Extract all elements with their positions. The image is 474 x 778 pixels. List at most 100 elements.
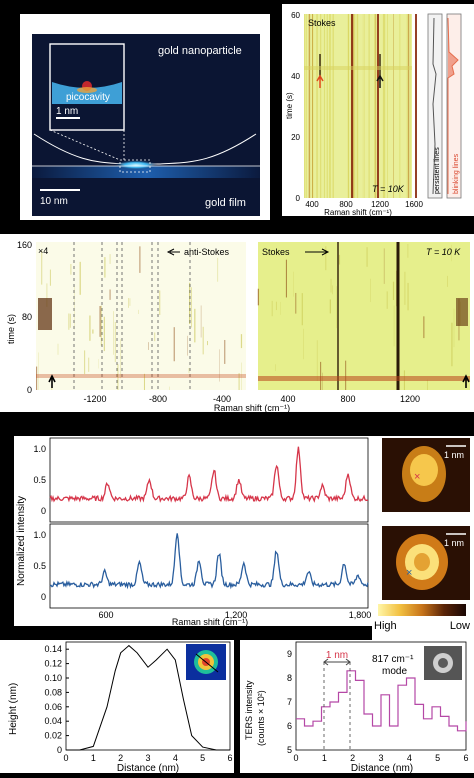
spectrum-blue-line [49, 533, 369, 590]
wide-xtick-r1: 800 [340, 394, 355, 404]
height-ytick: 0 [57, 745, 62, 755]
ters-mode-label-1: 817 cm⁻¹ [372, 654, 414, 665]
ters-mode-label-2: mode [382, 666, 407, 677]
top-ytick-2: 40 [291, 72, 300, 81]
ters-distance-label: 1 nm [326, 650, 348, 661]
wide-heatmap-svg: time (s) 0 80 160 -1200 -800 -400 400 80… [6, 240, 470, 413]
top-heatmap-svg: time (s) 0 20 40 60 400 800 1200 1600 Ra… [285, 11, 462, 217]
ters-ytick: 8 [287, 673, 292, 683]
top-xtick-3: 1600 [405, 200, 423, 209]
colorbar-low: Low [449, 620, 470, 632]
ters-xlabel: Distance (nm) [351, 763, 413, 773]
spec-ytick-bot-2: 1.0 [33, 530, 46, 540]
map-top-marker: × [414, 471, 420, 483]
wide-xtick-r2: 1200 [400, 394, 420, 404]
height-xtick: 0 [63, 753, 68, 763]
spectra-ylabel: Normalized intensity [16, 496, 27, 586]
hotspot [114, 160, 158, 170]
schematic-svg: gold nanoparticle picocavity 1 nm 10 nm … [32, 34, 260, 216]
spec-ytick-top-2: 1.0 [33, 444, 46, 454]
ters-ytick: 5 [287, 745, 292, 755]
wide-ylabel: time (s) [6, 314, 16, 344]
height-ytick: 0.10 [44, 673, 62, 683]
ters-xtick: 0 [293, 753, 298, 763]
ters-line [296, 670, 467, 732]
top-xlabel: Raman shift (cm⁻¹) [324, 208, 392, 216]
height-xlabel: Distance (nm) [117, 763, 179, 773]
ters-xtick: 1 [322, 753, 327, 763]
ters-ytick: 7 [287, 697, 292, 707]
spec-xtick-2: 1,800 [349, 610, 372, 620]
stokes-area [258, 242, 470, 390]
label-gold-nanoparticle: gold nanoparticle [158, 45, 242, 57]
panel-label-a: A [4, 6, 20, 31]
top-xtick-0: 400 [305, 200, 319, 209]
height-ylabel: Height (nm) [8, 683, 19, 735]
anti-stokes-area [36, 242, 246, 390]
gain-label: ×4 [38, 246, 48, 256]
spec-ytick-bot-1: 0.5 [33, 561, 46, 571]
blinking-lines-label: blinking lines [453, 153, 460, 194]
height-ytick: 0.02 [44, 731, 62, 741]
spec-xtick-0: 600 [98, 610, 113, 620]
ters-xtick: 2 [350, 753, 355, 763]
top-heatmap-panel: time (s) 0 20 40 60 400 800 1200 1600 Ra… [282, 4, 474, 217]
wide-xtick-l0: -1200 [83, 394, 106, 404]
spec-ytick-top-0: 0 [41, 506, 46, 516]
stokes-arrow [305, 248, 330, 256]
wide-heatmap-panel: time (s) 0 80 160 -1200 -800 -400 400 80… [0, 234, 474, 413]
ters-panel: 1 nm 817 cm⁻¹ mode TERS intensity (count… [240, 640, 474, 774]
top-ytick-3: 60 [291, 11, 300, 20]
ters-ytick: 6 [287, 721, 292, 731]
height-xtick: 3 [145, 753, 150, 763]
left-arrow [48, 374, 56, 388]
height-ytick: 0.08 [44, 687, 62, 697]
height-ytick: 0.04 [44, 716, 62, 726]
label-inset-scale: 1 nm [56, 106, 78, 117]
height-xtick: 6 [227, 753, 232, 763]
height-xtick: 5 [200, 753, 205, 763]
blinking-trace [447, 17, 459, 194]
map-bottom-scale: 1 nm [444, 538, 464, 548]
anti-stokes-label: anti-Stokes [184, 247, 230, 257]
red-arrow [316, 74, 324, 88]
spectra-panel: Normalized intensity 0 0.5 1.0 0 0.5 1.0… [14, 436, 474, 627]
spectrum-red-line [49, 446, 369, 503]
ters-ytick: 9 [287, 649, 292, 659]
panel-label-b: B [2, 428, 18, 453]
spectra-svg: Normalized intensity 0 0.5 1.0 0 0.5 1.0… [16, 437, 470, 627]
top-stokes-label: Stokes [308, 18, 336, 28]
ters-ylabel-1: TERS intensity [244, 680, 254, 740]
spectrum-top-frame [49, 437, 369, 523]
wide-stokes-label: Stokes [262, 247, 290, 257]
top-ytick-0: 0 [296, 194, 301, 203]
top-ylabel: time (s) [285, 92, 294, 119]
map-bottom-marker: × [406, 567, 412, 579]
height-ytick: 0.06 [44, 702, 62, 712]
height-xtick: 1 [91, 753, 96, 763]
ters-svg: 1 nm 817 cm⁻¹ mode TERS intensity (count… [244, 641, 469, 774]
wide-ytick-1: 80 [22, 312, 32, 322]
spectra-xlabel: Raman shift (cm⁻¹) [172, 617, 248, 626]
wide-xlabel: Raman shift (cm⁻¹) [214, 403, 290, 412]
nanoparticle-outline [33, 133, 257, 165]
wide-ytick-0: 0 [27, 385, 32, 395]
top-xtick-2: 1200 [371, 200, 389, 209]
wide-temp-label: T = 10 K [426, 247, 461, 257]
ters-xtick: 4 [407, 753, 412, 763]
top-temp-label: T = 10K [372, 184, 405, 194]
spec-ytick-bot-0: 0 [41, 592, 46, 602]
wide-xtick-l2: -400 [213, 394, 231, 404]
height-xtick: 4 [173, 753, 178, 763]
spectrum-bottom-frame [49, 523, 369, 609]
top-ytick-1: 20 [291, 133, 300, 142]
wide-blink-left [38, 298, 52, 330]
ters-xtick: 6 [463, 753, 468, 763]
label-scale: 10 nm [40, 196, 68, 207]
wide-blink-right [456, 298, 468, 326]
map-top-scale: 1 nm [444, 450, 464, 460]
spec-xtick-1: 1,200 [225, 610, 248, 620]
height-ytick: 0.12 [44, 659, 62, 669]
label-picocavity: picocavity [66, 92, 110, 103]
height-panel: Height (nm) 0 0.02 0.04 0.06 0.08 0.10 0.12 0.1… [0, 640, 234, 774]
